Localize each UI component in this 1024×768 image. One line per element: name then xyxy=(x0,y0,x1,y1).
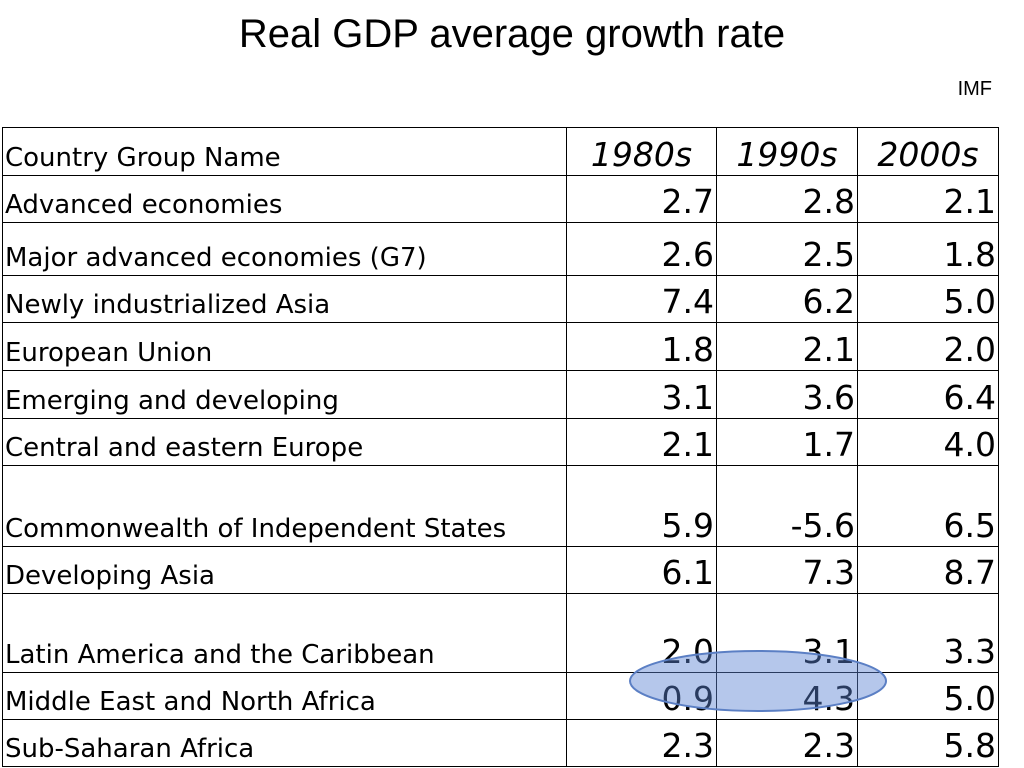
row-label: Advanced economies xyxy=(2,175,567,223)
cell-value: 7.3 xyxy=(716,546,858,594)
table-row: Advanced economies 2.7 2.8 2.1 xyxy=(2,175,999,223)
column-header: 1990s xyxy=(716,127,858,176)
cell-value: 5.8 xyxy=(857,719,999,767)
cell-value: 1.8 xyxy=(857,222,999,276)
table-row: Developing Asia 6.1 7.3 8.7 xyxy=(2,546,999,594)
cell-value: 5.0 xyxy=(857,672,999,720)
cell-value: 2.1 xyxy=(566,418,717,466)
data-table: Country Group Name 1980s 1990s 2000s Advance… xyxy=(2,127,999,767)
cell-value: -5.6 xyxy=(716,465,858,547)
column-header: 1980s xyxy=(566,127,717,176)
source: IMF xyxy=(957,78,992,100)
table-row: Newly industrialized Asia 7.4 6.2 5.0 xyxy=(2,275,999,323)
row-label: Latin America and the Caribbean xyxy=(2,593,567,673)
row-label: Major advanced economies (G7) xyxy=(2,222,567,276)
cell-value: 4.3 xyxy=(716,672,858,720)
table-row: Latin America and the Caribbean 2.0 3.1 3.3 xyxy=(2,593,999,673)
cell-value: 3.1 xyxy=(716,593,858,673)
row-label: European Union xyxy=(2,322,567,371)
cell-value: 2.7 xyxy=(566,175,717,223)
cell-value: 5.0 xyxy=(857,275,999,323)
table-row: Middle East and North Africa 0.9 4.3 5.0 xyxy=(2,672,999,720)
cell-value: 6.4 xyxy=(857,370,999,419)
table-row: Emerging and developing 3.1 3.6 6.4 xyxy=(2,370,999,419)
cell-value: 2.3 xyxy=(566,719,717,767)
cell-value: 6.1 xyxy=(566,546,717,594)
cell-value: 2.1 xyxy=(857,175,999,223)
column-header: Country Group Name xyxy=(2,127,567,176)
cell-value: 3.6 xyxy=(716,370,858,419)
cell-value: 2.6 xyxy=(566,222,717,276)
cell-value: 2.0 xyxy=(566,593,717,673)
cell-value: 1.7 xyxy=(716,418,858,466)
cell-value: 6.5 xyxy=(857,465,999,547)
row-label: Central and eastern Europe xyxy=(2,418,567,466)
row-label: Newly industrialized Asia xyxy=(2,275,567,323)
row-label: Middle East and North Africa xyxy=(2,672,567,720)
table-row: Sub-Saharan Africa 2.3 2.3 5.8 xyxy=(2,719,999,767)
cell-value: 7.4 xyxy=(566,275,717,323)
header-row: Country Group Name 1980s 1990s 2000s xyxy=(2,127,999,176)
table-row: European Union 1.8 2.1 2.0 xyxy=(2,322,999,371)
row-label: Sub-Saharan Africa xyxy=(2,719,567,767)
row-label: Commonwealth of Independent States xyxy=(2,465,567,547)
table-row: Major advanced economies (G7) 2.6 2.5 1.8 xyxy=(2,222,999,276)
cell-value: 2.3 xyxy=(716,719,858,767)
row-label: Developing Asia xyxy=(2,546,567,594)
cell-value: 8.7 xyxy=(857,546,999,594)
cell-value: 2.1 xyxy=(716,322,858,371)
cell-value: 2.8 xyxy=(716,175,858,223)
cell-value: 0.9 xyxy=(566,672,717,720)
row-label: Emerging and developing xyxy=(2,370,567,419)
column-header: 2000s xyxy=(857,127,999,176)
cell-value: 3.3 xyxy=(857,593,999,673)
cell-value: 2.5 xyxy=(716,222,858,276)
cell-value: 5.9 xyxy=(566,465,717,547)
cell-value: 6.2 xyxy=(716,275,858,323)
cell-value: 4.0 xyxy=(857,418,999,466)
cell-value: 3.1 xyxy=(566,370,717,419)
table-row: Commonwealth of Independent States 5.9 -5.… xyxy=(2,465,999,547)
title: Real GDP average growth rate xyxy=(238,12,786,56)
table-row: Central and eastern Europe 2.1 1.7 4.0 xyxy=(2,418,999,466)
cell-value: 1.8 xyxy=(566,322,717,371)
cell-value: 2.0 xyxy=(857,322,999,371)
